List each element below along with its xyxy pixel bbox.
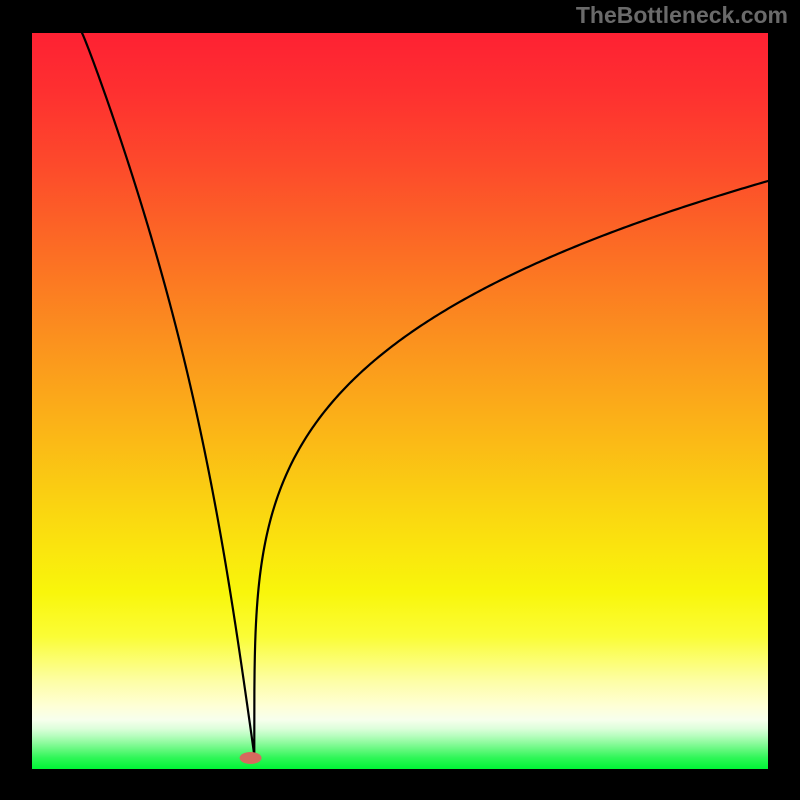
apex-marker	[240, 752, 262, 764]
chart-svg	[0, 0, 800, 800]
watermark-text: TheBottleneck.com	[576, 2, 788, 29]
chart-container: TheBottleneck.com	[0, 0, 800, 800]
plot-background	[32, 33, 768, 769]
